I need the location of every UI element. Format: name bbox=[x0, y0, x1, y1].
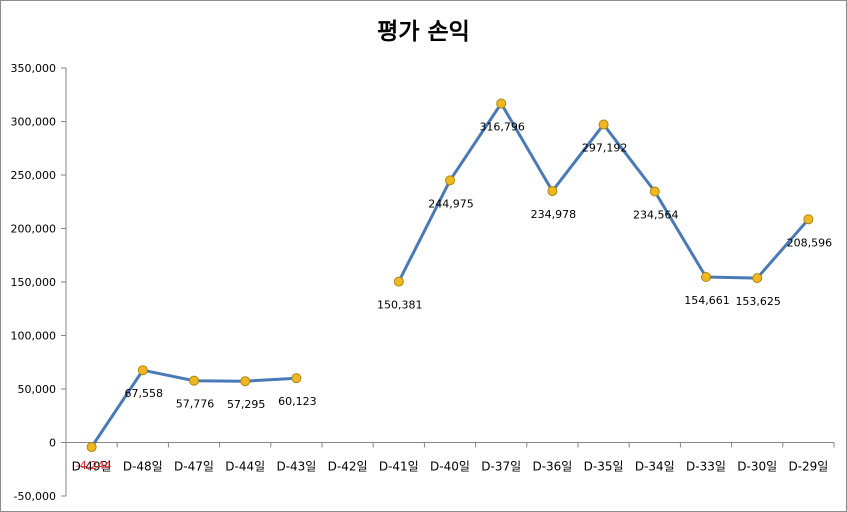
y-tick-label: 250,000 bbox=[11, 169, 57, 182]
data-label: 208,596 bbox=[787, 236, 833, 249]
y-tick-label: 350,000 bbox=[11, 62, 57, 75]
data-point bbox=[189, 375, 199, 386]
x-tick-label: D-35일 bbox=[584, 460, 624, 474]
y-tick-label: 150,000 bbox=[11, 276, 57, 289]
data-point bbox=[393, 276, 404, 287]
data-point bbox=[137, 365, 148, 376]
x-tick-label: D-30일 bbox=[737, 460, 777, 474]
axes bbox=[61, 67, 835, 497]
data-label: 234,564 bbox=[633, 209, 679, 222]
data-point bbox=[240, 376, 251, 387]
y-tick-label: 0 bbox=[49, 437, 56, 450]
x-axis-tick-labels: D-49일 D-48일 D-47일 D-44일 D-43일 D-42일 D-41일 D-40일… bbox=[72, 460, 829, 474]
y-tick-label: 50,000 bbox=[18, 383, 57, 396]
data-point bbox=[598, 119, 609, 130]
x-tick-label: D-33일 bbox=[686, 460, 726, 474]
y-tick-label: 100,000 bbox=[11, 330, 57, 343]
data-point bbox=[496, 98, 507, 109]
series-markers bbox=[86, 98, 814, 453]
data-label: 234,978 bbox=[531, 208, 577, 221]
x-tick-label: D-40일 bbox=[430, 460, 470, 474]
series-line-segment bbox=[397, 102, 810, 283]
data-label: 57,776 bbox=[176, 398, 215, 411]
y-tick-label: -50,000 bbox=[14, 490, 56, 503]
data-labels: -4,244 67,558 57,776 57,295 60,123 150,381 244… bbox=[76, 121, 832, 473]
data-label: 60,123 bbox=[278, 395, 317, 408]
data-point bbox=[547, 186, 558, 197]
series-line bbox=[90, 102, 810, 448]
x-tick-label: D-43일 bbox=[276, 460, 316, 474]
data-label: 316,796 bbox=[479, 121, 525, 134]
data-label: 297,192 bbox=[582, 142, 628, 155]
data-point bbox=[803, 214, 814, 225]
data-point bbox=[649, 186, 660, 197]
y-tick-label: 300,000 bbox=[11, 116, 57, 129]
data-point bbox=[86, 442, 97, 453]
data-label: 153,625 bbox=[735, 295, 781, 308]
data-point bbox=[291, 373, 302, 384]
data-label: 154,661 bbox=[684, 294, 730, 307]
data-label: 57,295 bbox=[227, 398, 266, 411]
x-tick-label: D-47일 bbox=[174, 460, 214, 474]
data-point bbox=[752, 273, 763, 284]
x-tick-label: D-34일 bbox=[635, 460, 675, 474]
chart-title: 평가 손익 bbox=[377, 19, 470, 45]
data-label: 150,381 bbox=[377, 299, 423, 312]
x-tick-label: D-41일 bbox=[379, 460, 419, 474]
y-axis-tick-labels: 350,000 300,000 250,000 200,000 150,000 100,0… bbox=[11, 62, 57, 503]
x-tick-label: D-44일 bbox=[225, 460, 265, 474]
x-tick-label: D-48일 bbox=[123, 460, 163, 474]
x-tick-label: D-42일 bbox=[328, 460, 368, 474]
x-tick-label: D-37일 bbox=[481, 460, 521, 474]
x-tick-label: D-29일 bbox=[788, 460, 828, 474]
data-label: 67,558 bbox=[125, 387, 164, 400]
data-label: 244,975 bbox=[428, 197, 474, 210]
data-label: -4,244 bbox=[76, 459, 111, 472]
x-tick-label: D-49일 bbox=[72, 460, 112, 474]
x-tick-label: D-36일 bbox=[532, 460, 572, 474]
data-point bbox=[701, 272, 711, 283]
y-tick-label: 200,000 bbox=[11, 223, 57, 236]
data-point bbox=[445, 175, 455, 186]
